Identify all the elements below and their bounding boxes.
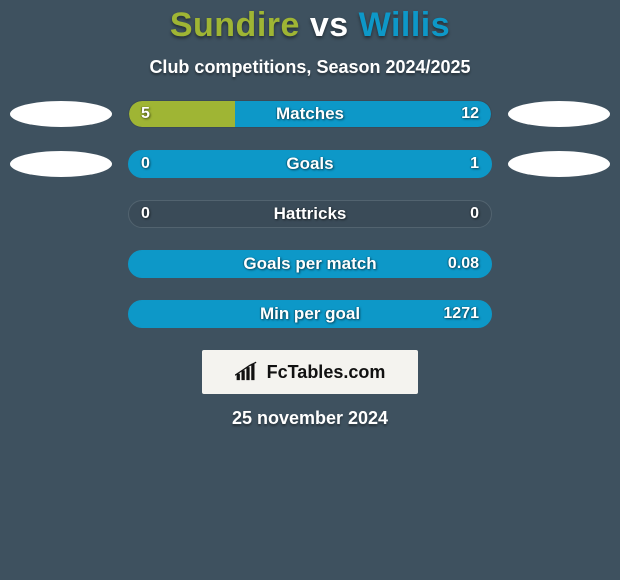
stat-label: Min per goal [260, 304, 360, 324]
stat-bar: Min per goal 1271 [128, 300, 492, 328]
player2-badge [508, 101, 610, 127]
stat-bar: Hattricks 0 0 [128, 200, 492, 228]
stat-value-right: 0 [470, 205, 479, 223]
player1-badge [10, 151, 112, 177]
stat-label: Goals [286, 154, 333, 174]
stat-label: Matches [276, 104, 344, 124]
subtitle: Club competitions, Season 2024/2025 [0, 57, 620, 78]
stat-row: Goals 0 1 [10, 150, 610, 178]
date-stamp: 25 november 2024 [0, 408, 620, 429]
stat-value-right: 1271 [443, 305, 479, 323]
page-title: Sundire vs Willis [0, 6, 620, 45]
comparison-card: Sundire vs Willis Club competitions, Sea… [0, 0, 620, 580]
brand-badge: FcTables.com [202, 350, 418, 394]
stat-row: Min per goal 1271 [10, 300, 610, 328]
stat-value-right: 1 [470, 155, 479, 173]
stat-rows: Matches 5 12 Goals 0 1 Hattricks 0 0 Goals per ma… [0, 100, 620, 328]
stat-label: Hattricks [274, 204, 347, 224]
stat-label: Goals per match [243, 254, 376, 274]
stat-bar: Goals per match 0.08 [128, 250, 492, 278]
stat-value-right: 0.08 [448, 255, 479, 273]
stat-row: Goals per match 0.08 [10, 250, 610, 278]
vs-label: vs [310, 6, 349, 44]
player2-badge [508, 151, 610, 177]
player2-name: Willis [359, 6, 451, 44]
stat-value-left: 0 [141, 205, 150, 223]
player1-badge [10, 101, 112, 127]
stat-bar: Goals 0 1 [128, 150, 492, 178]
stat-value-right: 12 [461, 105, 479, 123]
stat-value-left: 5 [141, 105, 150, 123]
stat-bar: Matches 5 12 [128, 100, 492, 128]
brand-text: FcTables.com [267, 362, 386, 383]
stat-row: Hattricks 0 0 [10, 200, 610, 228]
stat-row: Matches 5 12 [10, 100, 610, 128]
stat-value-left: 0 [141, 155, 150, 173]
player1-name: Sundire [170, 6, 300, 44]
bar-right-fill [235, 101, 491, 127]
brand-chart-icon [235, 361, 261, 383]
